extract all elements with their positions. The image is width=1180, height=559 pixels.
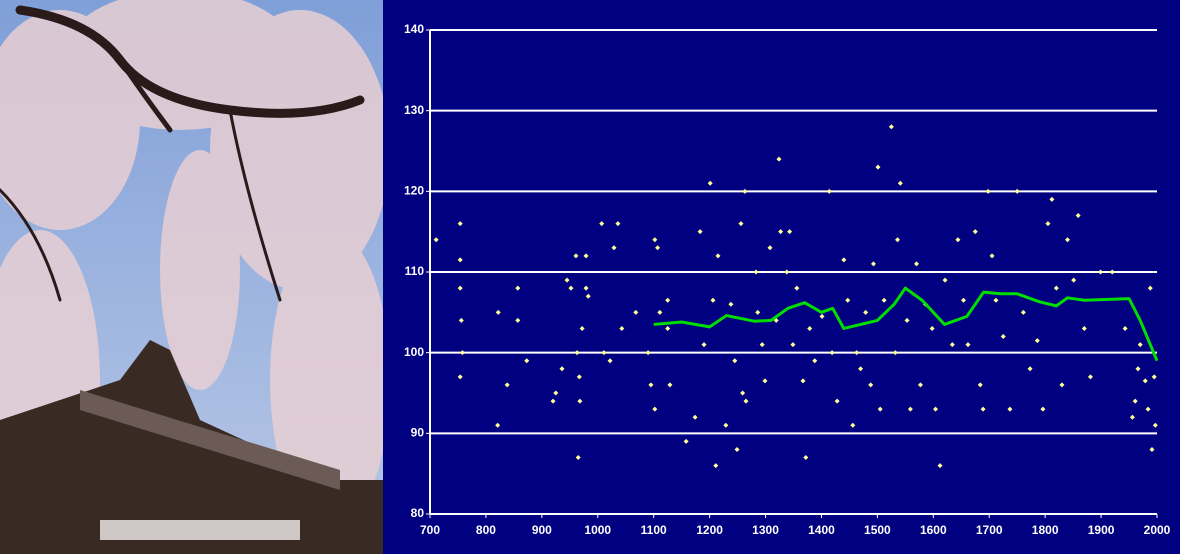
x-tick-label: 2000 — [1144, 523, 1171, 537]
x-tick-label: 1500 — [864, 523, 891, 537]
x-tick-label: 1300 — [752, 523, 779, 537]
x-tick-label: 1400 — [808, 523, 835, 537]
x-tick-label: 1600 — [920, 523, 947, 537]
x-tick-label: 1800 — [1032, 523, 1059, 537]
x-tick-label: 1200 — [696, 523, 723, 537]
x-tick-label: 1700 — [976, 523, 1003, 537]
y-tick-label: 120 — [404, 184, 424, 198]
x-tick-label: 700 — [420, 523, 440, 537]
x-tick-label: 800 — [476, 523, 496, 537]
page: {"chart_data": {"type": "scatter", "xlim… — [0, 0, 1180, 554]
photo — [0, 0, 390, 554]
y-tick-label: 100 — [404, 345, 424, 359]
y-tick-label: 140 — [404, 22, 424, 36]
chart-background — [383, 0, 1180, 554]
y-tick-label: 130 — [404, 103, 424, 117]
x-tick-label: 900 — [532, 523, 552, 537]
y-tick-label: 90 — [411, 426, 425, 440]
y-tick-label: 110 — [405, 264, 425, 278]
y-tick-label: 80 — [411, 506, 425, 520]
figure: 80 90 100 110 120 130 140 700 800 900 1000 1100 1200… — [0, 0, 1180, 554]
x-tick-label: 1900 — [1088, 523, 1115, 537]
x-tick-label: 1100 — [641, 523, 667, 537]
x-tick-label: 1000 — [584, 523, 611, 537]
